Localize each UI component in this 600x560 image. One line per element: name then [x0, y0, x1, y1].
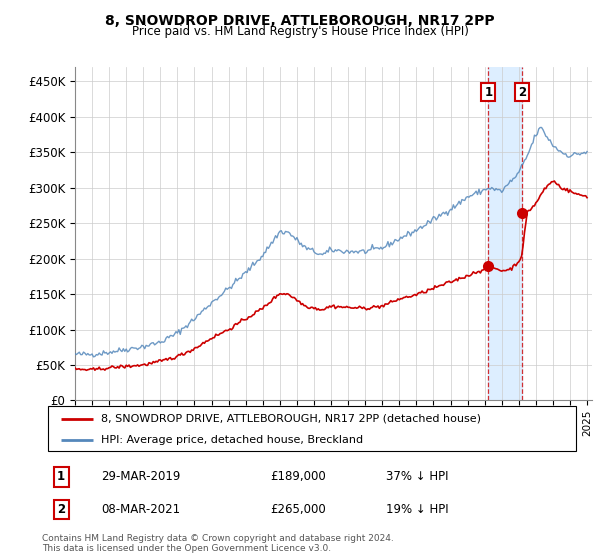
Text: 2: 2: [57, 503, 65, 516]
Text: 8, SNOWDROP DRIVE, ATTLEBOROUGH, NR17 2PP: 8, SNOWDROP DRIVE, ATTLEBOROUGH, NR17 2P…: [105, 14, 495, 28]
Text: 29-MAR-2019: 29-MAR-2019: [101, 470, 180, 483]
Text: 1: 1: [57, 470, 65, 483]
Text: 8, SNOWDROP DRIVE, ATTLEBOROUGH, NR17 2PP (detached house): 8, SNOWDROP DRIVE, ATTLEBOROUGH, NR17 2P…: [101, 413, 481, 423]
Text: 1: 1: [484, 86, 493, 99]
Text: Contains HM Land Registry data © Crown copyright and database right 2024.
This d: Contains HM Land Registry data © Crown c…: [42, 534, 394, 553]
Text: 08-MAR-2021: 08-MAR-2021: [101, 503, 180, 516]
Text: £265,000: £265,000: [270, 503, 326, 516]
Text: £189,000: £189,000: [270, 470, 326, 483]
Text: 2: 2: [518, 86, 526, 99]
Bar: [488, 67, 522, 400]
Text: Price paid vs. HM Land Registry's House Price Index (HPI): Price paid vs. HM Land Registry's House …: [131, 25, 469, 38]
Text: HPI: Average price, detached house, Breckland: HPI: Average price, detached house, Brec…: [101, 435, 363, 445]
Text: 37% ↓ HPI: 37% ↓ HPI: [386, 470, 448, 483]
Text: 19% ↓ HPI: 19% ↓ HPI: [386, 503, 449, 516]
